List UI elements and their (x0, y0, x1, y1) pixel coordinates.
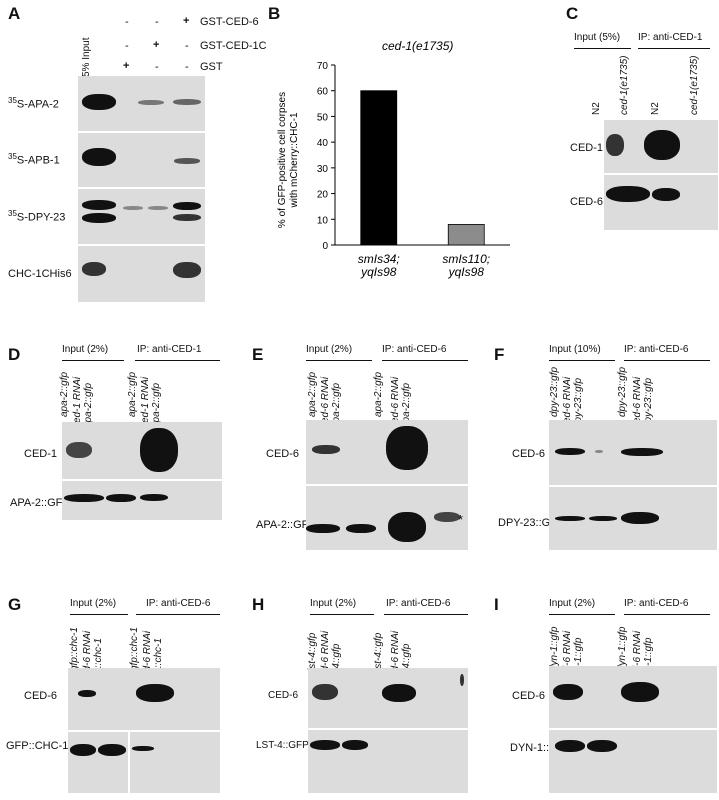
y-tick-label: 70 (317, 61, 329, 72)
blot-label-chc1: CHC-1CHis6 (8, 268, 72, 280)
panel-c-label: C (566, 4, 579, 23)
x-category-label: yqIs98 (448, 265, 485, 279)
lane-label: lst-4::gfp (373, 632, 384, 671)
lane-label: dyn-1::gfp (617, 626, 628, 671)
panel-g-label: G (8, 595, 22, 614)
chart-title: ced-1(e1735) (382, 39, 453, 53)
blot-label: APA-2::GFP (256, 519, 316, 531)
blot-label: LST-4::GFP (256, 740, 309, 751)
header-input: Input (2%) (62, 344, 109, 355)
blot-label: DPY-23::GFP (498, 517, 565, 529)
sign: + (153, 39, 160, 51)
panel-c-blot-image (604, 120, 718, 230)
panel-h-label: H (252, 595, 265, 614)
header-input: Input (5%) (574, 32, 621, 43)
sign: - (125, 40, 129, 52)
panel-h-blot-image (308, 668, 468, 793)
lane-label: lst-4::gfp (307, 632, 318, 671)
lane-label: dyn-1::gfp (549, 626, 560, 671)
blot-label-apa2: 35S-APA-2 (8, 96, 59, 111)
sign: + (123, 60, 130, 72)
panel-i-label: I (494, 595, 499, 614)
row-label: GST-CED-1C (200, 40, 267, 52)
header-input: Input (2%) (549, 598, 596, 609)
sign: - (185, 40, 189, 52)
lane-label: ced-1(e1735) (689, 55, 700, 115)
header-ip: IP: anti-CED-6 (624, 598, 689, 609)
header-input: Input (10%) (549, 344, 601, 355)
lane-label: apa-2::gfp (307, 371, 318, 417)
blot-label: CED-1 (24, 448, 58, 460)
lane-label: ced-1 RNAi apa-2::gfp (72, 376, 94, 428)
bar-2 (447, 224, 485, 246)
panel-b-label: B (268, 4, 281, 23)
panel-g-blot-image (68, 668, 220, 793)
row-label: GST-CED-6 (200, 16, 259, 28)
lane-label: dpy-23::gfp (549, 366, 560, 417)
panel-d-blot-image (62, 422, 222, 520)
header-ip: IP: anti-CED-6 (146, 598, 211, 609)
y-tick-label: 20 (317, 190, 329, 201)
panel-d-label: D (8, 345, 21, 364)
chart-ylabel: % of GFP-positive cell corpseswith mCher… (277, 92, 300, 228)
y-tick-label: 40 (317, 138, 329, 149)
lane-label: gfp::chc-1 (129, 627, 140, 671)
panel-a-label: A (8, 4, 21, 23)
panel-a-blot-image (78, 76, 205, 302)
y-tick-label: 30 (317, 164, 329, 175)
header-ip: IP: anti-CED-6 (624, 344, 689, 355)
blot-label: CED-6 (512, 448, 546, 460)
blot-label-dpy23: 35S-DPY-23 (8, 209, 66, 224)
y-tick-label: 60 (317, 87, 329, 98)
y-tick-label: 50 (317, 112, 329, 123)
panel-e-label: E (252, 345, 264, 364)
panel-f-label: F (494, 345, 505, 364)
y-tick-label: 10 (317, 215, 329, 226)
header-ip: IP: anti-CED-1 (638, 32, 703, 43)
x-category-label: smIs34; (358, 252, 400, 266)
blot-label: CED-1 (570, 142, 604, 154)
lane-label: dpy-23::gfp (617, 366, 628, 417)
lane-label: apa-2::gfp (59, 371, 70, 417)
header-input: Input (2%) (70, 598, 117, 609)
blot-label: CED-6 (24, 690, 58, 702)
x-category-label: smIs110; (442, 252, 490, 266)
sign: - (155, 16, 159, 28)
panel-e-blot-image (306, 420, 468, 550)
header-input: Input (2%) (310, 598, 357, 609)
lane-label: apa-2::gfp (127, 371, 138, 417)
blot-label: APA-2::GFP (10, 497, 70, 509)
input-column-label: 5% Input (81, 37, 92, 77)
x-category-label: yqIs98 (360, 265, 397, 279)
blot-label: CED-6 (570, 196, 604, 208)
lane-label: ced-1 RNAi apa-2::gfp (140, 376, 162, 428)
blot-label: CED-6 (266, 448, 300, 460)
panel-b-bar-chart: ced-1(e1735) % of GFP-positive cell corp… (277, 39, 510, 279)
lane-label: N2 (591, 102, 602, 115)
header-ip: IP: anti-CED-6 (382, 344, 447, 355)
sign: - (125, 16, 129, 28)
sign: - (155, 61, 159, 73)
sign: + (183, 15, 190, 27)
panel-f-blot-image (549, 420, 717, 550)
sign: - (185, 61, 189, 73)
header-ip: IP: anti-CED-6 (386, 598, 451, 609)
lane-label: apa-2::gfp (373, 371, 384, 417)
blot-label: GFP::CHC-1 (6, 740, 69, 752)
y-tick-label: 0 (322, 241, 328, 252)
row-label: GST (200, 61, 223, 73)
header-ip: IP: anti-CED-1 (137, 344, 202, 355)
blot-label-apb1: 35S-APB-1 (8, 152, 60, 167)
bar-1 (360, 90, 398, 246)
panel-i-blot-image (549, 666, 717, 793)
header-input: Input (2%) (306, 344, 353, 355)
lane-label: gfp::chc-1 (69, 627, 80, 671)
lane-label: N2 (650, 102, 661, 115)
asterisk-marker: * (458, 512, 464, 527)
lane-label: ced-1(e1735) (619, 55, 630, 115)
blot-label: CED-6 (512, 690, 546, 702)
blot-label: CED-6 (268, 690, 299, 701)
